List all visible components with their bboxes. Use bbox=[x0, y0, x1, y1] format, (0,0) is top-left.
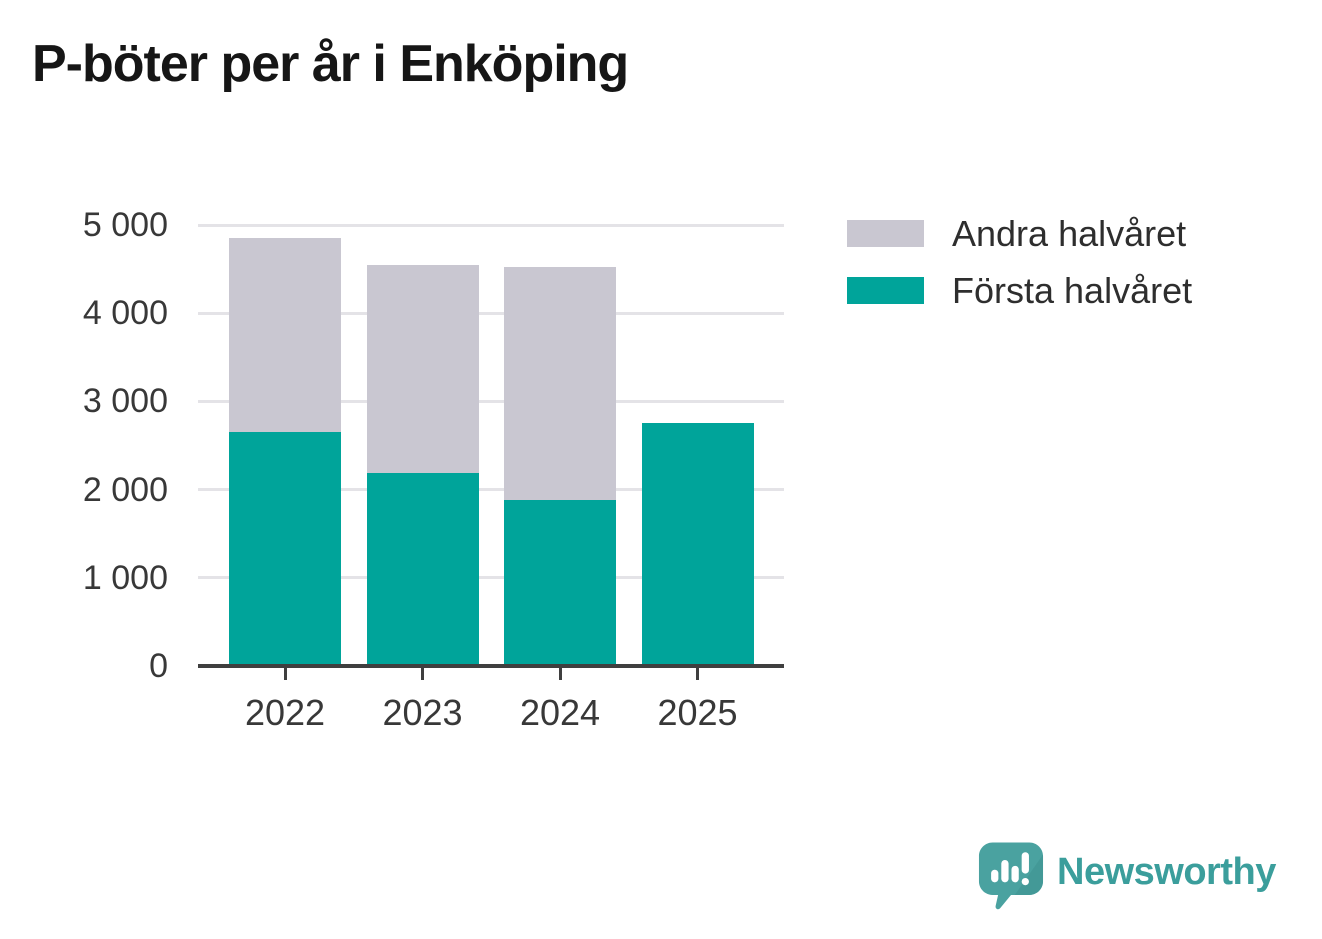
bar-segment-andra-halv-ret-2024 bbox=[504, 267, 616, 501]
bar-segment-andra-halv-ret-2022 bbox=[229, 238, 341, 433]
x-axis-tick bbox=[558, 667, 562, 680]
bar-segment-f-rsta-halv-ret-2024 bbox=[504, 500, 616, 666]
y-axis-tick-label: 4 000 bbox=[82, 294, 168, 333]
x-axis-label: 2023 bbox=[382, 692, 463, 733]
y-axis-tick-label: 1 000 bbox=[82, 558, 168, 597]
y-axis-tick-label: 0 bbox=[149, 647, 168, 685]
bar-segment-andra-halv-ret-2023 bbox=[366, 264, 479, 473]
legend-swatch-andra-halvaret bbox=[847, 220, 924, 247]
x-axis-tick bbox=[696, 667, 699, 680]
x-axis-label: 2024 bbox=[519, 692, 601, 733]
x-axis-tick bbox=[283, 667, 287, 680]
bar-segment-f-rsta-halv-ret-2022 bbox=[229, 432, 341, 666]
gridline-5000 bbox=[198, 223, 784, 227]
newsworthy-logo: Newsworthy bbox=[978, 841, 1276, 912]
bar-segment-f-rsta-halv-ret-2025 bbox=[641, 422, 754, 666]
gridline-3000 bbox=[198, 399, 784, 403]
chart-title: P-böter per år i Enköping bbox=[32, 35, 629, 93]
x-axis-label: 2025 bbox=[657, 692, 738, 733]
plot-area: 0 1 000 2 000 3 000 4 000 5 000 2022 2023 2024 20… bbox=[83, 207, 784, 733]
legend-item-forsta-halvaret: Första halvåret bbox=[847, 270, 1192, 310]
y-axis-tick-label: 5 000 bbox=[82, 206, 168, 244]
x-axis-tick bbox=[421, 667, 424, 680]
legend: Andra halvåret Första halvåret bbox=[847, 213, 1192, 334]
legend-swatch-forsta-halvaret bbox=[847, 277, 924, 304]
x-axis-line bbox=[198, 663, 784, 668]
bar-segment-f-rsta-halv-ret-2023 bbox=[366, 472, 479, 666]
newsworthy-bubble-chart-icon bbox=[978, 842, 1044, 910]
y-axis-tick-label: 3 000 bbox=[82, 382, 168, 421]
x-axis-label: 2022 bbox=[244, 692, 326, 733]
legend-label-andra-halvaret: Andra halvåret bbox=[952, 212, 1187, 254]
gridline-4000 bbox=[198, 311, 784, 315]
gridline-2000 bbox=[198, 488, 784, 492]
y-axis-tick-label: 2 000 bbox=[82, 470, 168, 509]
logo-text: Newsworthy bbox=[1057, 851, 1276, 893]
legend-label-forsta-halvaret: Första halvåret bbox=[952, 269, 1193, 311]
legend-item-andra-halvaret: Andra halvåret bbox=[847, 213, 1192, 253]
gridline-1000 bbox=[198, 576, 784, 580]
